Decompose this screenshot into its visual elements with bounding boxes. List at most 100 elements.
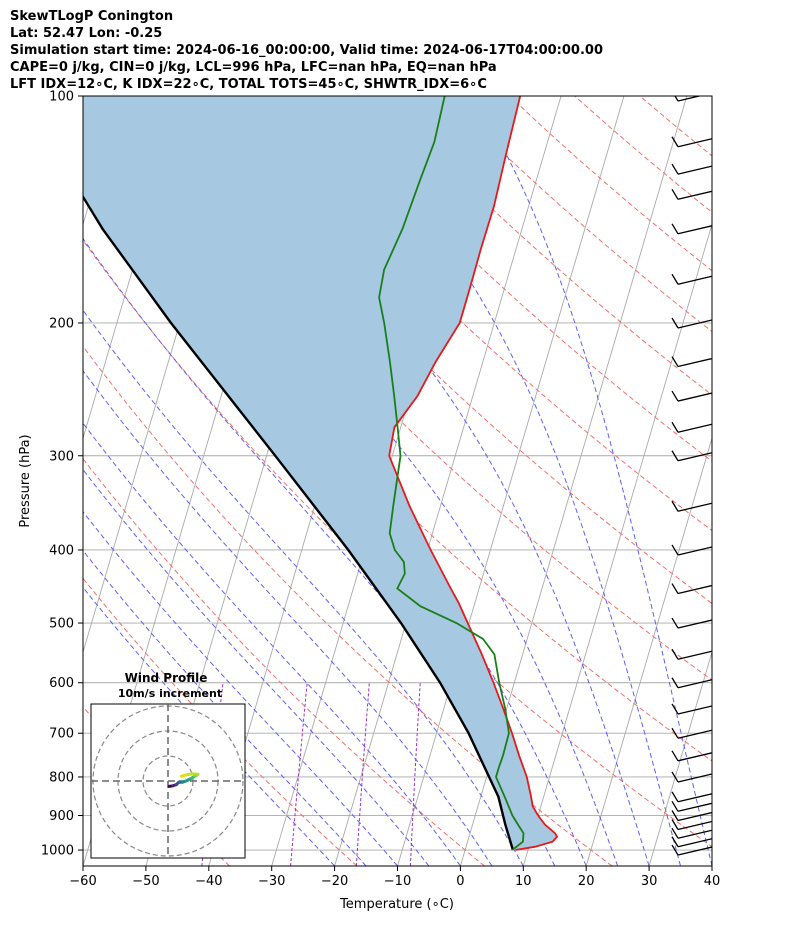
wind-barb-staff — [677, 773, 712, 783]
wind-barb — [671, 836, 712, 848]
wind-barb-staff — [677, 225, 712, 235]
dry-adiabat — [248, 96, 712, 532]
y-tick-label: 300 — [49, 449, 74, 464]
isotherm-line — [334, 96, 562, 866]
wind-barb-staff — [677, 392, 712, 402]
convective-parameters: CAPE=0 j/kg, CIN=0 j/kg, LCL=996 hPa, LF… — [10, 60, 497, 75]
isotherm-line — [585, 436, 712, 866]
mixing-ratio-line — [290, 682, 308, 866]
wind-barb-flag — [671, 819, 679, 830]
x-tick-label: 0 — [456, 874, 464, 889]
dry-adiabat — [83, 345, 613, 866]
wind-barb-staff — [677, 423, 712, 433]
stability-indices: LFT IDX=12∘C, K IDX=22∘C, TOTAL TOTS=45∘… — [10, 77, 487, 92]
wind-barb-flag — [671, 810, 679, 821]
wind-barb-flag — [671, 750, 679, 762]
mixing-ratio-line — [409, 682, 421, 866]
wind-barb-flag — [671, 136, 679, 148]
moist-adiabat — [83, 309, 524, 866]
wind-barb-staff — [677, 829, 712, 839]
x-tick-label: 10 — [515, 874, 532, 889]
wind-barb — [671, 617, 712, 629]
wind-barb-staff — [677, 802, 712, 812]
chart-title: SkewTLogP Conington — [10, 9, 174, 24]
y-tick-label: 700 — [49, 727, 74, 742]
wind-profile-inset: Wind Profile 10m/s increment — [90, 671, 246, 859]
wind-barbs — [671, 96, 712, 856]
wind-barb-staff — [677, 138, 712, 148]
wind-barb-staff — [677, 793, 712, 803]
wind-barb-staff — [677, 705, 712, 715]
wind-barb-staff — [677, 546, 712, 556]
dry-adiabat — [574, 96, 712, 213]
moist-adiabats — [83, 96, 712, 866]
wind-barb-flag — [671, 317, 679, 329]
moist-adiabat — [208, 96, 650, 866]
wind-barb-flag — [671, 727, 679, 739]
moist-adiabat — [83, 422, 461, 866]
inset-title: Wind Profile — [125, 671, 208, 685]
wind-barb-flag — [671, 617, 679, 629]
wind-barb-flag — [671, 356, 679, 367]
wind-barb-flag — [671, 450, 679, 462]
dry-adiabat — [509, 96, 712, 272]
wind-barb-flag — [671, 827, 679, 839]
y-axis-ticks: 1000 900 800 700 600 500 400 300 200 100 — [41, 90, 83, 859]
wind-barb — [671, 544, 712, 556]
wind-barb — [671, 163, 712, 175]
wind-barb-staff — [677, 729, 712, 739]
x-tick-label: −60 — [69, 874, 96, 889]
moist-adiabat — [331, 96, 681, 866]
moist-adiabat — [115, 96, 619, 866]
wind-barb-staff — [677, 838, 712, 848]
wind-barb-staff — [677, 452, 712, 462]
simulation-times: Simulation start time: 2024-06-16_00:00:… — [10, 43, 603, 58]
wind-barb — [671, 727, 712, 739]
wind-barb-staff — [677, 584, 712, 595]
wind-barb-staff — [677, 275, 712, 285]
wind-barb-staff — [677, 820, 712, 831]
moist-adiabat — [83, 510, 398, 866]
hodograph-trace — [167, 772, 200, 788]
wind-barb-flag — [671, 648, 679, 660]
wind-barb — [671, 583, 712, 595]
wind-barb-flag — [671, 677, 679, 689]
wind-barb-flag — [671, 500, 679, 512]
dewpoint-line — [378, 96, 525, 851]
wind-barb — [671, 677, 712, 689]
x-tick-label: −20 — [321, 874, 348, 889]
x-tick-label: −10 — [384, 874, 411, 889]
wind-barb-staff — [677, 190, 712, 200]
wind-barb-flag — [671, 836, 679, 848]
wind-barb — [671, 648, 712, 660]
wind-barb-flag — [671, 188, 679, 200]
wind-barb-staff — [677, 96, 703, 102]
wind-barb-staff — [677, 502, 712, 512]
x-tick-label: 30 — [641, 874, 658, 889]
wind-barb-flag — [671, 703, 679, 715]
parcel-profile-line — [83, 194, 515, 851]
wind-barb-flag — [671, 421, 679, 433]
wind-barb — [671, 810, 712, 822]
wind-barb-flag — [671, 223, 679, 235]
wind-barb-flag — [671, 390, 679, 402]
isotherm-line — [648, 650, 712, 866]
wind-barb-flag — [671, 163, 679, 175]
wind-barb-staff — [677, 811, 712, 822]
location-coordinates: Lat: 52.47 Lon: -0.25 — [10, 26, 163, 41]
isotherm-line — [522, 222, 712, 866]
wind-barb — [671, 703, 712, 715]
wind-barb — [671, 800, 712, 812]
wind-barb-flag — [671, 791, 679, 803]
wind-barb — [671, 421, 712, 433]
wind-barb — [671, 750, 712, 762]
wind-barb — [671, 223, 712, 235]
x-axis-ticks: −60 −50 −40 −30 −20 −10 0 10 20 30 40 — [69, 866, 720, 889]
chart-header: SkewTLogP Conington Lat: 52.47 Lon: -0.2… — [10, 8, 603, 93]
hodograph-segment — [179, 773, 188, 778]
y-tick-label: 100 — [49, 90, 74, 105]
wind-barb — [671, 827, 712, 839]
y-tick-label: 900 — [49, 809, 74, 824]
wind-barb-flag — [674, 96, 679, 102]
